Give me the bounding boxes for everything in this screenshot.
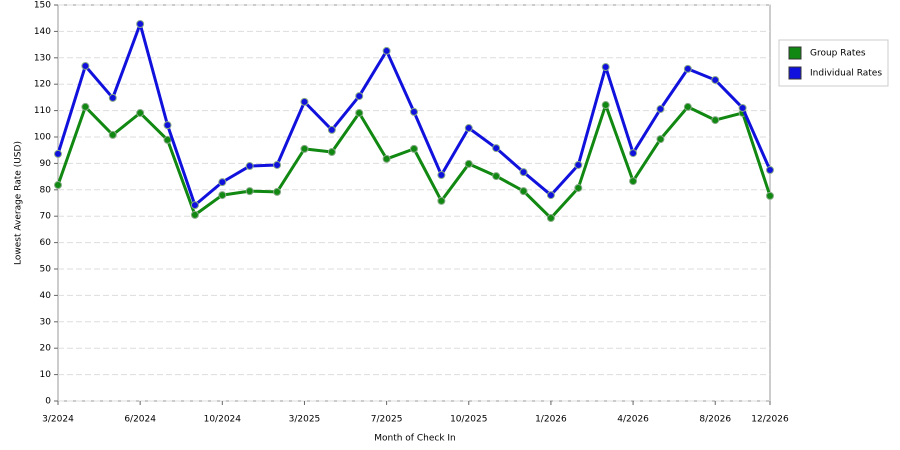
data-point [108, 93, 117, 102]
legend-label: Group Rates [810, 49, 866, 59]
data-point [656, 105, 665, 114]
data-point [382, 154, 391, 163]
x-tick-label: 10/2024 [204, 415, 242, 425]
data-point [355, 108, 364, 117]
data-point [546, 191, 555, 200]
y-tick-label: 30 [40, 317, 52, 327]
data-point [108, 130, 117, 139]
data-point [300, 97, 309, 106]
data-point [519, 187, 528, 196]
data-point [464, 124, 473, 133]
data-point [711, 75, 720, 84]
data-point [437, 196, 446, 205]
data-point [656, 135, 665, 144]
data-point [492, 144, 501, 153]
y-axis-label: Lowest Average Rate (USD) [14, 141, 24, 265]
x-tick-label: 3/2025 [289, 415, 321, 425]
y-tick-label: 0 [45, 397, 51, 407]
data-point [54, 149, 62, 158]
y-tick-label: 130 [34, 53, 51, 63]
legend-swatch [788, 66, 802, 80]
data-point [711, 116, 720, 125]
x-tick-label: 12/2026 [751, 415, 789, 425]
data-point [492, 172, 501, 181]
data-point [546, 214, 555, 223]
y-tick-label: 20 [40, 344, 52, 354]
legend-label: Individual Rates [810, 69, 882, 79]
data-point [683, 64, 692, 73]
y-tick-label: 80 [40, 185, 52, 195]
data-point [766, 191, 774, 200]
x-tick-label: 10/2025 [450, 415, 487, 425]
data-point [437, 171, 446, 180]
data-point [629, 177, 638, 186]
y-tick-label: 90 [40, 159, 52, 169]
data-point [766, 166, 774, 174]
data-point [218, 178, 227, 187]
x-tick-label: 6/2024 [124, 415, 156, 425]
data-point [245, 187, 254, 196]
data-point [273, 160, 282, 169]
data-point [245, 162, 254, 171]
data-point [410, 107, 418, 116]
data-point [190, 201, 199, 210]
data-point [519, 168, 528, 177]
legend-swatch [788, 46, 802, 60]
x-tick-label: 8/2026 [699, 415, 731, 425]
data-point [574, 183, 583, 192]
data-point [136, 20, 145, 29]
data-point [54, 181, 62, 190]
data-point [629, 149, 638, 158]
data-point [382, 46, 391, 55]
data-point [136, 108, 145, 117]
y-tick-label: 140 [34, 27, 51, 37]
data-point [601, 101, 610, 110]
x-tick-label: 7/2025 [371, 415, 403, 425]
data-point [327, 148, 336, 157]
data-point [738, 103, 747, 112]
data-point [163, 135, 172, 144]
data-point [601, 63, 610, 72]
x-tick-label: 1/2026 [535, 415, 567, 425]
y-tick-label: 70 [40, 212, 52, 222]
y-tick-label: 100 [34, 133, 51, 143]
data-point [81, 102, 90, 111]
y-tick-label: 150 [34, 1, 51, 11]
data-point [327, 125, 336, 134]
data-point [683, 102, 692, 111]
data-point [355, 92, 364, 101]
data-point [190, 210, 199, 219]
data-point [464, 159, 473, 168]
data-point [81, 61, 90, 70]
y-tick-label: 10 [40, 370, 52, 380]
y-tick-label: 40 [40, 291, 52, 301]
x-tick-label: 4/2026 [617, 415, 649, 425]
y-tick-label: 120 [34, 80, 51, 90]
data-point [218, 191, 227, 200]
plot-area [57, 4, 771, 402]
y-tick-label: 110 [34, 106, 51, 116]
x-axis-label: Month of Check In [374, 434, 456, 444]
data-point [574, 160, 583, 169]
y-tick-label: 50 [40, 265, 52, 275]
data-point [163, 121, 172, 130]
data-point [300, 144, 309, 153]
data-point [273, 187, 282, 196]
y-tick-label: 60 [40, 238, 52, 248]
x-tick-label: 3/2024 [42, 415, 74, 425]
data-point [410, 144, 418, 153]
